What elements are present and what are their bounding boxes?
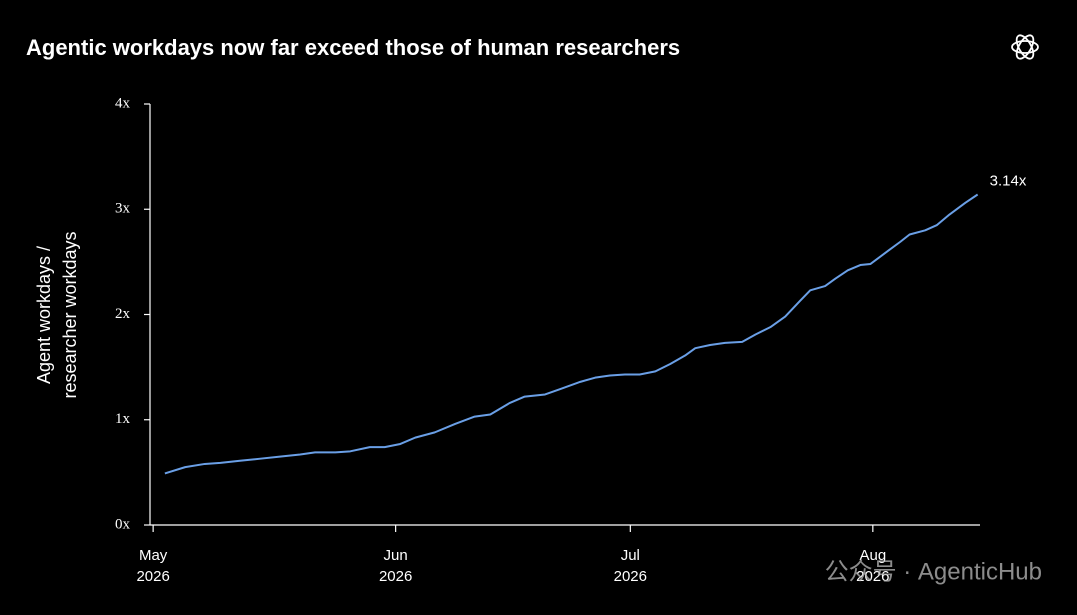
line-series [164, 193, 979, 475]
watermark: 公众号 · AgenticHub [825, 558, 1042, 585]
y-axis-label: Agent workdays / researcher workdays [34, 231, 80, 398]
y-axis-label-line: Agent workdays / [34, 246, 54, 384]
annotation: 3.14x [990, 172, 1027, 189]
y-tick-label: 3x [115, 201, 131, 217]
y-tick-label: 4x [115, 95, 131, 111]
x-tick-label: May [139, 547, 168, 564]
x-tick-label: Jul [621, 547, 640, 564]
x-tick-label: 2026 [614, 568, 647, 585]
y-tick-label: 2x [115, 306, 131, 322]
x-tick-label: 2026 [856, 568, 889, 585]
chart-title: Agentic workdays now far exceed those of… [26, 35, 680, 60]
x-tick-label: 2026 [379, 568, 412, 585]
y-tick-label: 0x [115, 516, 131, 532]
logo [1011, 34, 1039, 60]
y-tick-label: 1x [115, 411, 131, 427]
x-tick-label: Jun [384, 547, 408, 564]
y-axis-label-line: researcher workdays [60, 231, 80, 398]
x-tick-label: Aug [859, 547, 886, 564]
x-tick-label: 2026 [136, 568, 169, 585]
